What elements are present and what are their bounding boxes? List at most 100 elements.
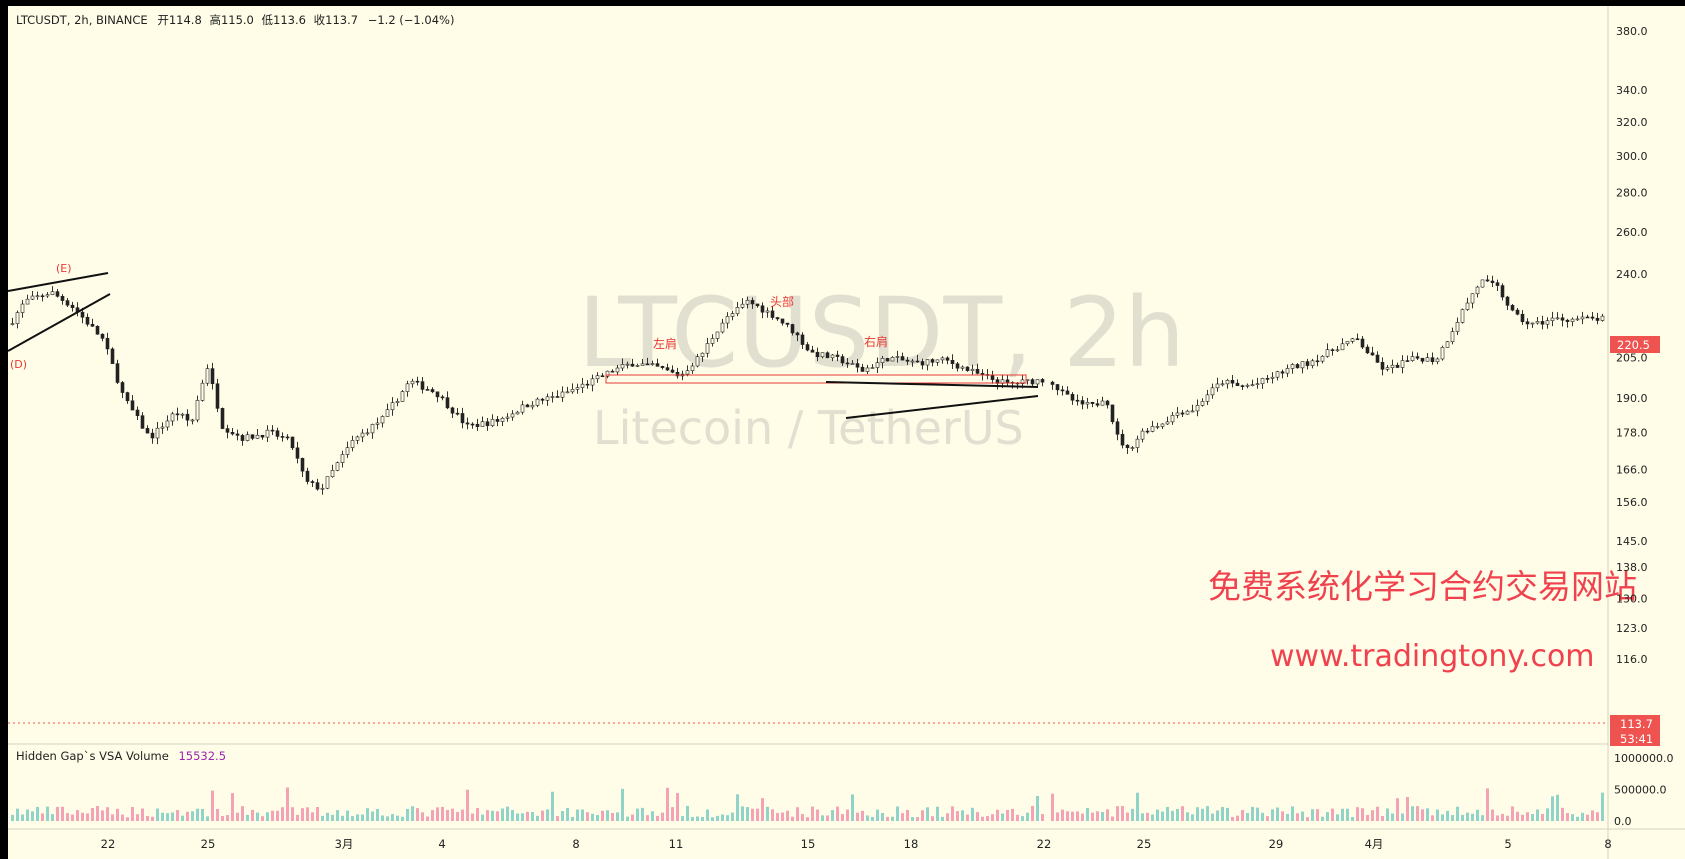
- wedge-upper-line[interactable]: [8, 272, 109, 292]
- volume-bar: [476, 807, 479, 821]
- volume-bar: [326, 812, 329, 821]
- volume-bar: [81, 812, 84, 821]
- volume-bar: [1311, 809, 1314, 821]
- volume-bar: [1446, 810, 1449, 821]
- left-shoulder-label: 左肩: [653, 336, 677, 351]
- price-tick-label: 123.0: [1616, 622, 1648, 635]
- candle-body: [780, 318, 785, 324]
- volume-bar: [1331, 808, 1334, 821]
- volume-bar: [76, 810, 79, 821]
- candle-body: [905, 359, 910, 362]
- candle-body: [785, 322, 790, 325]
- candle-body: [1500, 285, 1505, 298]
- volume-bar: [1381, 816, 1384, 821]
- volume-bar: [1296, 813, 1299, 821]
- candle-body: [25, 298, 30, 305]
- volume-bar: [1391, 813, 1394, 821]
- volume-bar: [986, 815, 989, 821]
- volume-bar: [781, 812, 784, 821]
- chart-frame[interactable]: LTCUSDT, 2h Litecoin / TetherUS (E) (D) …: [8, 6, 1685, 859]
- volume-bar: [1086, 807, 1089, 821]
- time-tick-label: 22: [1037, 837, 1052, 851]
- volume-bar: [56, 806, 59, 821]
- volume-bar: [1521, 814, 1524, 821]
- volume-bar: [1241, 810, 1244, 821]
- candle-body: [1505, 296, 1510, 306]
- candle-body: [365, 432, 370, 435]
- candle-body: [125, 392, 130, 402]
- volume-bar: [616, 812, 619, 821]
- candle-body: [1495, 282, 1500, 286]
- volume-bar: [1511, 806, 1514, 821]
- candle-body: [1360, 338, 1365, 348]
- volume-indicator-value: 15532.5: [178, 749, 226, 763]
- volume-bar: [521, 813, 524, 821]
- wedge-lower-line[interactable]: [8, 293, 111, 352]
- volume-bar: [1401, 813, 1404, 821]
- candle-body: [1200, 401, 1205, 406]
- time-axis[interactable]: 22 25 3月 4 8 11 15 18 22 25 29 4月 5 8: [101, 837, 1612, 851]
- candle-body: [1425, 357, 1430, 362]
- volume-bar: [1096, 811, 1099, 821]
- candle-body: [615, 367, 620, 373]
- candle-body: [510, 413, 515, 418]
- volume-bar: [696, 816, 699, 821]
- candle-body: [845, 362, 850, 365]
- candle-body: [325, 476, 330, 489]
- volume-bar: [1361, 808, 1364, 821]
- candle-body: [610, 370, 615, 373]
- candle-body: [1575, 318, 1580, 321]
- candle-body: [600, 375, 605, 378]
- triangle-upper-line[interactable]: [825, 381, 1039, 388]
- volume-bar: [1226, 807, 1229, 821]
- candle-body: [525, 404, 530, 408]
- candle-body: [360, 432, 365, 438]
- volume-bar: [356, 814, 359, 821]
- volume-bar: [816, 809, 819, 821]
- candle-body: [1355, 338, 1360, 341]
- price-tick-label: 138.0: [1616, 561, 1648, 574]
- candle-body: [1340, 343, 1345, 351]
- candle-body: [1330, 349, 1335, 351]
- volume-bar: [991, 814, 994, 821]
- candle-body: [350, 440, 355, 448]
- candle-body: [1275, 371, 1280, 378]
- volume-bar: [181, 815, 184, 821]
- candle-body: [965, 366, 970, 371]
- triangle-lower-line[interactable]: [845, 395, 1039, 419]
- candle-body: [725, 316, 730, 324]
- candle-body: [1430, 357, 1435, 363]
- volume-bar: [621, 788, 624, 821]
- volume-bar: [1146, 812, 1149, 821]
- candle-body: [140, 415, 145, 429]
- candle-body: [715, 331, 720, 339]
- candle-body: [710, 338, 715, 344]
- volume-bar: [156, 808, 159, 821]
- price-axis[interactable]: 380.0 340.0 320.0 300.0 280.0 260.0 240.0 205.0…: [1616, 25, 1648, 666]
- candle-body: [1030, 379, 1035, 385]
- volume-bar: [876, 809, 879, 821]
- candle-body: [955, 363, 960, 369]
- volume-bar: [1586, 814, 1589, 821]
- price-tick-label: 300.0: [1616, 150, 1648, 163]
- volume-bar: [931, 816, 934, 821]
- candle-body: [10, 323, 15, 325]
- candle-body: [1245, 384, 1250, 387]
- candle-body: [810, 349, 815, 353]
- volume-bar: [641, 807, 644, 821]
- volume-bar: [896, 806, 899, 821]
- chart-canvas[interactable]: LTCUSDT, 2h Litecoin / TetherUS (E) (D) …: [8, 6, 1685, 859]
- price-tick-label: 116.0: [1616, 653, 1648, 666]
- volume-bar: [376, 808, 379, 821]
- volume-bar: [286, 787, 289, 821]
- candle-body: [1020, 379, 1025, 384]
- volume-bar: [216, 809, 219, 821]
- volume-bar: [836, 806, 839, 821]
- neckline-zone[interactable]: [605, 374, 1027, 384]
- volume-bar: [1181, 806, 1184, 821]
- candle-body: [1055, 384, 1060, 391]
- candle-body: [620, 364, 625, 369]
- volume-axis[interactable]: 1000000.0 500000.0 0.0: [1614, 752, 1674, 828]
- price-tick-label: 166.0: [1616, 463, 1648, 476]
- volume-bar: [1001, 813, 1004, 821]
